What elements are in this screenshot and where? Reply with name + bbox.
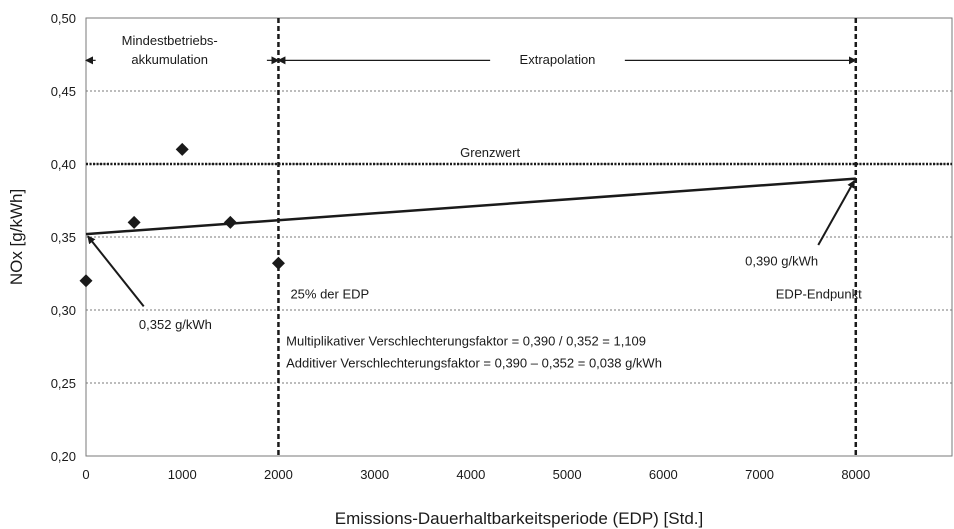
callout-arrow-start-value xyxy=(87,235,145,307)
y-tick-label: 0,45 xyxy=(51,84,76,99)
callout-arrow-end-value xyxy=(817,179,856,246)
callout-end-value: 0,390 g/kWh xyxy=(745,253,818,268)
x-tick-label: 5000 xyxy=(553,467,582,482)
x-tick-label: 2000 xyxy=(264,467,293,482)
x-tick-label: 4000 xyxy=(456,467,485,482)
x-tick-label: 7000 xyxy=(745,467,774,482)
span-label-mindestbetrieb-line2: akkumulation xyxy=(131,52,208,67)
x-tick-label: 0 xyxy=(82,467,89,482)
y-tick-label: 0,50 xyxy=(51,11,76,26)
ticks-layer: 0,20 0,25 0,30 0,35 0,40 0,45 0,50 0 1000 2000 300… xyxy=(51,11,871,482)
x-tick-label: 6000 xyxy=(649,467,678,482)
x-tick-label: 8000 xyxy=(841,467,870,482)
data-point xyxy=(271,256,285,270)
points-layer xyxy=(79,142,285,288)
plot-frame xyxy=(85,17,953,457)
y-tick-label: 0,20 xyxy=(51,449,76,464)
y-tick-label: 0,35 xyxy=(51,230,76,245)
callout-start-value: 0,352 g/kWh xyxy=(139,317,212,332)
note-additive-factor: Additiver Verschlechterungsfaktor = 0,39… xyxy=(286,355,662,370)
y-tick-label: 0,30 xyxy=(51,303,76,318)
y-tick-label: 0,25 xyxy=(51,376,76,391)
span-label-extrapolation: Extrapolation xyxy=(520,52,596,67)
data-point xyxy=(127,215,141,229)
note-multiplicative-factor: Multiplikativer Verschlechterungsfaktor … xyxy=(286,333,646,348)
span-label-mindestbetrieb-line1: Mindestbetriebs- xyxy=(122,33,218,48)
x-tick-label: 3000 xyxy=(360,467,389,482)
y-axis-title: NOx [g/kWh] xyxy=(7,189,26,285)
data-point xyxy=(175,142,189,156)
data-point xyxy=(79,274,93,288)
x-tick-label: 1000 xyxy=(168,467,197,482)
trend-line xyxy=(85,177,856,236)
y-tick-label: 0,40 xyxy=(51,157,76,172)
vertical-marker-25pct-label: 25% der EDP xyxy=(290,287,369,302)
vertical-marker-edp-end-label: EDP-Endpunkt xyxy=(776,287,862,302)
limit-label: Grenzwert xyxy=(460,145,520,160)
x-axis-title: Emissions-Dauerhaltbarkeitsperiode (EDP)… xyxy=(335,509,703,528)
data-point xyxy=(223,215,237,229)
